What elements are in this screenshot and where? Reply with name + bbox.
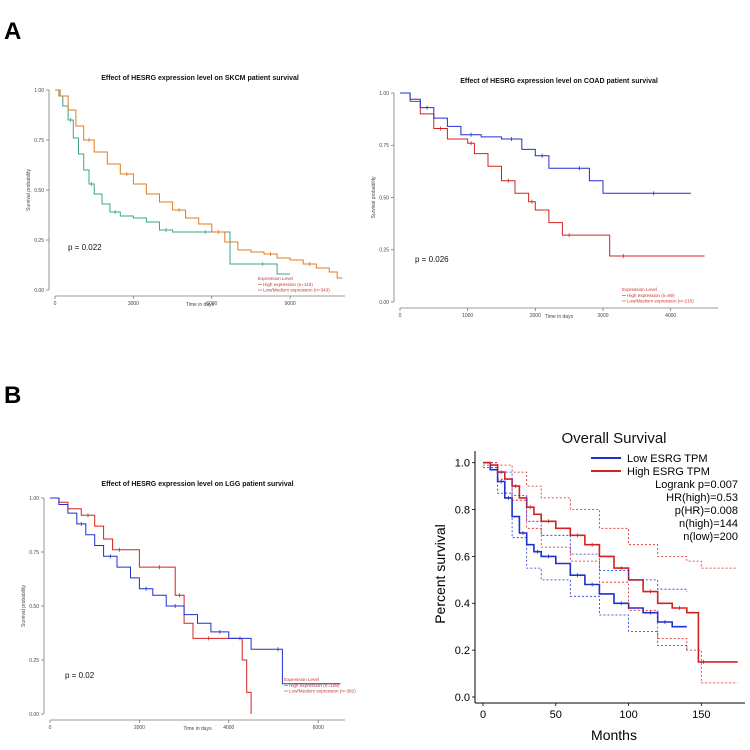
y-tick-label: 1.00 xyxy=(379,91,389,97)
legend-label: High expression (n=69) xyxy=(627,293,675,298)
x-tick-label: 50 xyxy=(550,709,562,721)
chart-gepia: Overall Survival 0 50 100 150 0.0 0.2 0.4 0.6 0.8… xyxy=(432,430,745,743)
panel-label-a: A xyxy=(4,18,22,45)
x-tick-label: 100 xyxy=(619,709,637,721)
x-tick-label: 6000 xyxy=(206,301,217,307)
x-tick-label: 9000 xyxy=(285,301,296,307)
series-line-1 xyxy=(400,92,691,194)
chart-title: Overall Survival xyxy=(561,430,666,447)
legend-title: Expression Level xyxy=(258,276,293,281)
y-tick-label: 0.75 xyxy=(29,550,39,556)
stat-annotation: Logrank p=0.007 xyxy=(655,479,738,491)
legend-title: Expression Level xyxy=(622,287,657,292)
x-axis-label: Time in days xyxy=(186,302,215,308)
x-tick-label: 4000 xyxy=(223,725,234,731)
stat-annotation: HR(high)=0.53 xyxy=(666,492,738,504)
x-tick-label: 150 xyxy=(692,709,710,721)
x-tick-label: 3000 xyxy=(597,313,608,319)
legend-label: High ESRG TPM xyxy=(627,466,710,478)
y-tick-label: 0.50 xyxy=(34,188,44,194)
p-value: p = 0.022 xyxy=(68,243,102,252)
y-tick-label: 0.0 xyxy=(455,692,470,704)
x-axis-label: Time in days xyxy=(545,314,574,320)
y-tick-label: 0.00 xyxy=(29,712,39,718)
y-tick-label: 1.00 xyxy=(29,496,39,502)
y-tick-label: 0.8 xyxy=(455,504,470,516)
legend-label: Low/Medium expression (n=343) xyxy=(263,288,330,293)
x-tick-label: 0 xyxy=(399,313,402,319)
x-tick-label: 4000 xyxy=(665,313,676,319)
y-tick-label: 0.00 xyxy=(34,288,44,294)
y-tick-label: 0.75 xyxy=(379,143,389,149)
stat-annotation: n(high)=144 xyxy=(679,518,738,530)
x-tick-label: 1000 xyxy=(462,313,473,319)
x-tick-label: 6000 xyxy=(313,725,324,731)
y-tick-label: 0.25 xyxy=(29,658,39,664)
x-tick-label: 0 xyxy=(54,301,57,307)
p-value: p = 0.02 xyxy=(65,671,95,680)
series-line-4 xyxy=(483,462,738,569)
chart-title: Effect of HESRG expression level on COAD… xyxy=(460,78,658,85)
legend-label: Low/Medium expression (n=382) xyxy=(289,689,356,694)
chart-title: Effect of HESRG expression level on LGG … xyxy=(101,481,293,488)
p-value: p = 0.026 xyxy=(415,255,449,264)
y-tick-label: 0.2 xyxy=(455,645,470,657)
y-axis-label: Percent survival xyxy=(432,524,448,624)
y-axis-label: Survival probability xyxy=(21,585,27,627)
y-tick-label: 0.50 xyxy=(379,195,389,201)
x-tick-label: 2000 xyxy=(134,725,145,731)
y-tick-label: 0.4 xyxy=(455,598,470,610)
chart-lgg: Effect of HESRG expression level on LGG … xyxy=(21,481,356,732)
x-tick-label: 0 xyxy=(480,709,486,721)
y-tick-label: 0.25 xyxy=(34,238,44,244)
legend-label: Low ESRG TPM xyxy=(627,453,708,465)
legend-label: Low/Medium expression (n=210) xyxy=(627,299,694,304)
y-tick-label: 1.0 xyxy=(455,458,470,470)
series-line-3 xyxy=(483,467,688,651)
series-line-1 xyxy=(50,497,341,685)
y-tick-label: 0.25 xyxy=(379,248,389,254)
series-line-0 xyxy=(483,461,687,628)
panel-label-b: B xyxy=(4,382,22,409)
x-tick-label: 2000 xyxy=(530,313,541,319)
y-tick-label: 0.50 xyxy=(29,604,39,610)
legend-label: High expression (n=116) xyxy=(263,282,313,287)
chart-skcm: Effect of HESRG expression level on SKCM… xyxy=(26,75,345,308)
y-tick-label: 0.75 xyxy=(34,138,44,144)
x-tick-label: 3000 xyxy=(128,301,139,307)
chart-title: Effect of HESRG expression level on SKCM… xyxy=(101,75,299,82)
stat-annotation: p(HR)=0.008 xyxy=(675,505,738,517)
x-axis-label: Months xyxy=(591,727,637,743)
series-line-0 xyxy=(400,92,705,257)
x-axis-label: Time in days xyxy=(183,726,212,732)
y-axis-label: Survival probability xyxy=(26,169,32,211)
series-line-1 xyxy=(55,89,343,279)
x-tick-label: 0 xyxy=(49,725,52,731)
legend-label: High expression (n=129) xyxy=(289,683,340,688)
y-tick-label: 0.6 xyxy=(455,551,470,563)
legend-title: Expression Level xyxy=(284,677,319,682)
series-line-5 xyxy=(483,464,738,684)
y-axis-label: Survival probability xyxy=(371,176,377,218)
stat-annotation: n(low)=200 xyxy=(683,531,738,543)
y-tick-label: 0.00 xyxy=(379,300,389,306)
series-line-0 xyxy=(50,497,252,714)
chart-coad: Effect of HESRG expression level on COAD… xyxy=(371,78,718,320)
y-tick-label: 1.00 xyxy=(34,88,44,94)
